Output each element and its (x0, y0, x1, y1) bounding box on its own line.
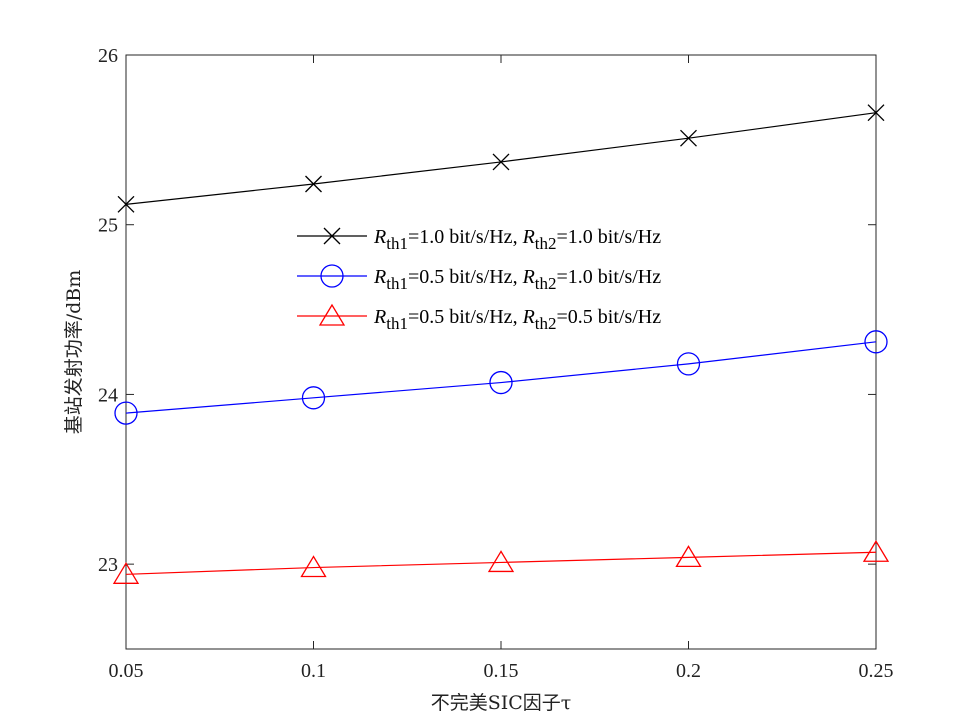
legend-item-3: Rth1=0.5 bit/s/Hz, Rth2=0.5 bit/s/Hz (297, 303, 661, 333)
data-point-series-3 (300, 555, 327, 578)
data-point-series-2 (489, 370, 513, 395)
x-tick-label: 0.15 (484, 660, 519, 682)
y-tick-label: 26 (98, 45, 118, 67)
plot-area (125, 54, 877, 650)
x-tick-label: 0.05 (109, 660, 144, 682)
data-point-series-3 (487, 550, 515, 573)
y-tick-label: 23 (98, 554, 118, 576)
y-tick-label: 25 (98, 215, 118, 237)
data-point-series-1 (305, 175, 322, 193)
legend-label: Rth1=0.5 bit/s/Hz, Rth2=0.5 bit/s/Hz (373, 306, 661, 333)
data-point-series-2 (676, 352, 701, 376)
data-point-series-3 (112, 562, 140, 584)
data-point-series-3 (675, 545, 702, 568)
data-point-series-2 (864, 330, 888, 354)
data-point-series-3 (862, 539, 890, 562)
legend-item-1: Rth1=1.0 bit/s/Hz, Rth2=1.0 bit/s/Hz (297, 226, 661, 253)
legend: Rth1=1.0 bit/s/Hz, Rth2=1.0 bit/s/Hz Rth1… (297, 226, 661, 333)
data-point-series-1 (492, 153, 510, 171)
legend-label: Rth1=1.0 bit/s/Hz, Rth2=1.0 bit/s/Hz (373, 226, 661, 253)
legend-item-2: Rth1=0.5 bit/s/Hz, Rth2=1.0 bit/s/Hz (297, 264, 661, 293)
legend-label: Rth1=0.5 bit/s/Hz, Rth2=1.0 bit/s/Hz (373, 266, 661, 293)
x-axis: 0.05 0.1 0.15 0.2 0.25 (109, 55, 894, 682)
data-point-series-1 (680, 129, 697, 147)
x-tick-label: 0.2 (676, 660, 701, 682)
data-point-series-2 (114, 401, 138, 425)
series-group (112, 104, 890, 584)
x-tick-label: 0.25 (859, 660, 894, 682)
y-tick-label: 24 (98, 384, 118, 406)
series-line-3 (125, 551, 877, 575)
legend-marker (320, 264, 344, 288)
series-line-2 (125, 341, 877, 414)
data-point-series-1 (867, 104, 885, 122)
legend-marker (318, 303, 346, 326)
x-axis-label: 不完美SIC因子τ (431, 692, 572, 714)
legend-marker (323, 227, 341, 245)
y-axis-label: 基站发射功率/dBm (63, 270, 85, 435)
data-point-series-2 (301, 386, 326, 410)
y-axis: 23 24 25 26 (98, 45, 876, 576)
data-point-series-1 (117, 195, 135, 213)
x-tick-label: 0.1 (301, 660, 326, 682)
